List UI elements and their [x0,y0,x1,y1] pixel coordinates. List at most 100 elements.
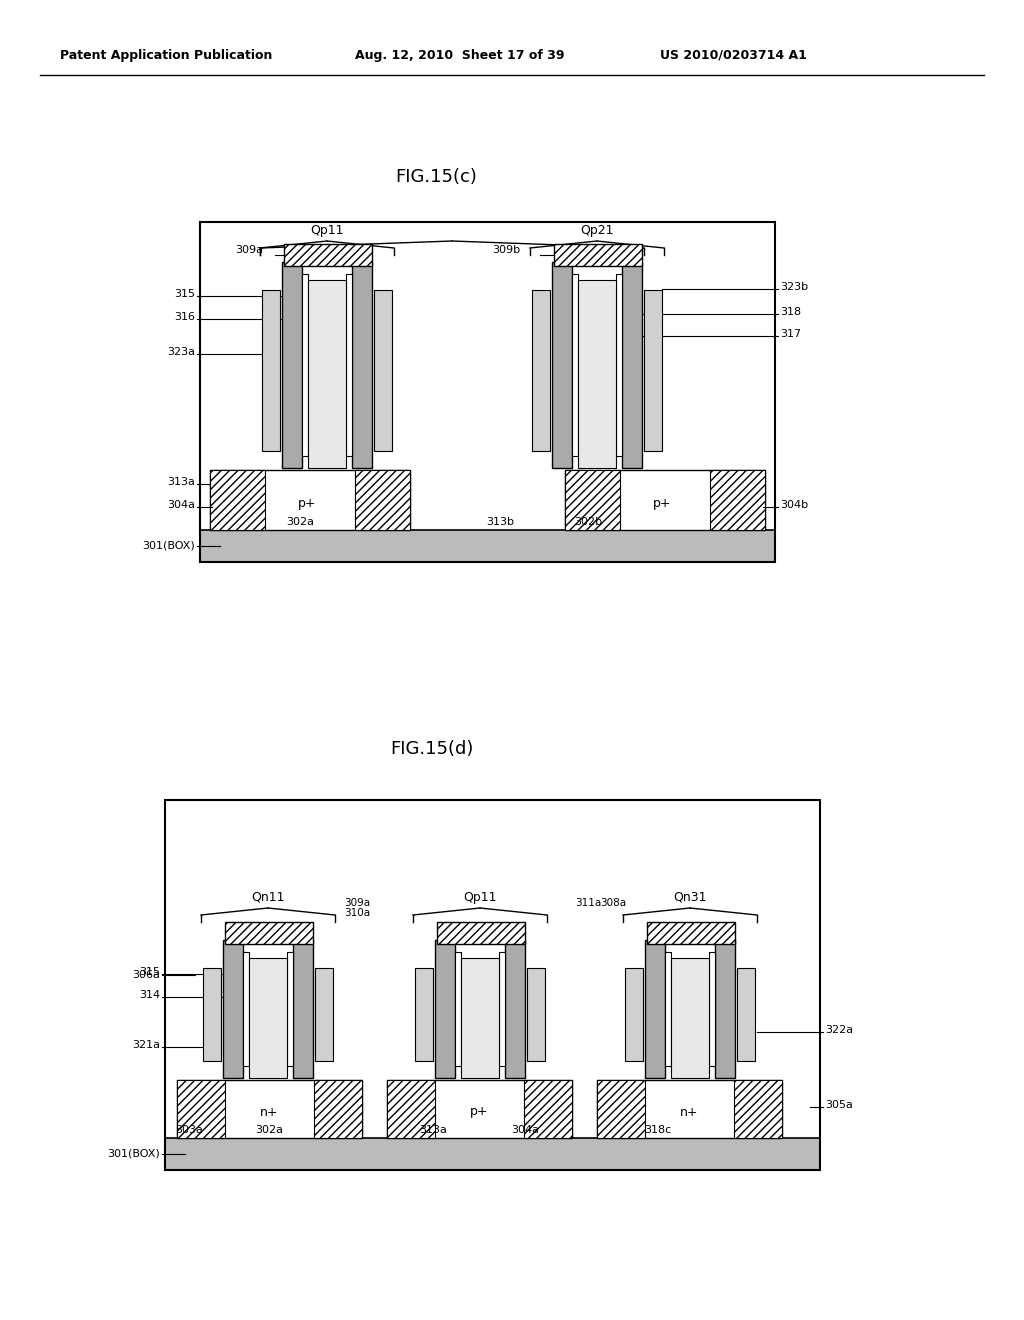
Bar [709,952,715,1067]
Text: 318c: 318c [644,1125,672,1135]
Text: 303a: 303a [175,1125,203,1135]
Bar [374,290,392,451]
Text: n+: n+ [260,970,276,979]
Bar [505,940,525,1078]
Bar [552,261,572,469]
Text: p+: p+ [589,292,605,302]
Text: 301(BOX): 301(BOX) [142,541,195,550]
Bar [565,470,765,531]
Bar [715,940,735,1078]
Text: 314: 314 [139,990,160,1001]
Text: FIG.15(d): FIG.15(d) [390,741,473,758]
Bar [644,290,662,451]
Text: Qp11: Qp11 [463,891,497,904]
Text: n+: n+ [682,970,698,979]
Text: 309a: 309a [234,246,263,255]
Text: Aug. 12, 2010  Sheet 17 of 39: Aug. 12, 2010 Sheet 17 of 39 [355,49,564,62]
Text: n+: n+ [260,1106,279,1118]
Text: 313a: 313a [167,477,195,487]
Text: 304b: 304b [780,500,808,510]
Bar [165,1138,820,1170]
Text: 302a: 302a [255,1125,283,1135]
Text: 304a: 304a [511,1125,539,1135]
Bar [455,952,461,1067]
Bar [225,921,313,944]
Bar [293,940,313,1078]
Text: 311a: 311a [575,898,601,908]
Bar [622,261,642,469]
Bar [565,470,620,531]
Bar [203,968,221,1061]
Bar [437,921,525,944]
Bar [177,1080,362,1138]
Bar [177,1080,225,1138]
Bar [499,952,505,1067]
Text: 305a: 305a [825,1100,853,1110]
Text: 315: 315 [139,968,160,977]
Bar [282,261,302,469]
Bar [243,952,249,1067]
Text: p+: p+ [298,496,316,510]
Bar [314,1080,362,1138]
Bar [461,958,499,1078]
Bar [578,280,616,469]
Text: p+: p+ [470,1106,488,1118]
Bar [734,1080,782,1138]
Text: 309a: 309a [344,898,370,908]
Text: 317: 317 [780,329,801,339]
Bar [625,968,643,1061]
Text: Qn11: Qn11 [251,891,285,904]
Bar [532,290,550,451]
Bar [597,1080,782,1138]
Text: p+: p+ [652,496,672,510]
Text: 310a: 310a [344,908,370,917]
Bar [671,958,709,1078]
Text: 302b: 302b [573,517,602,527]
Bar [572,275,578,455]
Bar [223,940,243,1078]
Text: Qp21: Qp21 [581,224,613,238]
Bar [415,968,433,1061]
Text: 322a: 322a [825,1026,853,1035]
Bar [355,470,410,531]
Bar [710,470,765,531]
Bar [165,800,820,1170]
Text: US 2010/0203714 A1: US 2010/0203714 A1 [660,49,807,62]
Bar [665,952,671,1067]
Bar [387,1080,435,1138]
Bar [647,921,735,944]
Text: Patent Application Publication: Patent Application Publication [60,49,272,62]
Text: 306a: 306a [132,970,160,979]
Bar [308,280,346,469]
Bar [616,275,622,455]
Bar [554,244,642,267]
Bar [315,968,333,1061]
Text: 316: 316 [174,312,195,322]
Text: 313a: 313a [419,1125,446,1135]
Text: 304a: 304a [167,500,195,510]
Bar [524,1080,572,1138]
Text: 321a: 321a [132,1040,160,1049]
Text: 315: 315 [174,289,195,300]
Bar [597,1080,645,1138]
Text: 318: 318 [780,308,801,317]
Bar [200,531,775,562]
Bar [527,968,545,1061]
Text: 313b: 313b [486,517,514,527]
Bar [249,958,287,1078]
Bar [200,222,775,562]
Bar [284,244,372,267]
Text: Qn31: Qn31 [673,891,707,904]
Text: 301(BOX): 301(BOX) [108,1148,160,1159]
Bar [435,940,455,1078]
Text: p+: p+ [318,292,335,302]
Bar [302,275,308,455]
Text: n+: n+ [680,1106,698,1118]
Bar [262,290,280,451]
Bar [387,1080,572,1138]
Bar [210,470,265,531]
Bar [737,968,755,1061]
Text: 302a: 302a [286,517,314,527]
Bar [645,940,665,1078]
Bar [352,261,372,469]
